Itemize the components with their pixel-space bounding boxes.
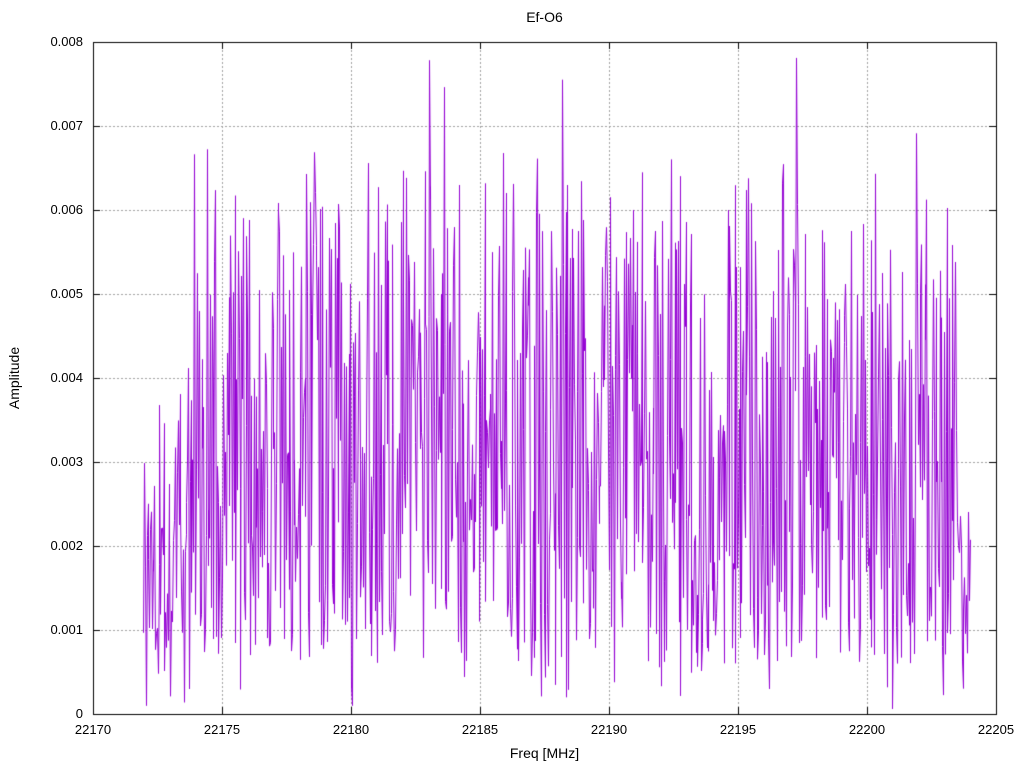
y-tick-label: 0.005	[50, 286, 83, 301]
x-axis-label: Freq [MHz]	[509, 745, 580, 761]
x-tick-label: 22185	[461, 722, 499, 737]
x-tick-label: 22190	[590, 722, 628, 737]
y-tick-label: 0.007	[50, 118, 83, 133]
y-tick-label: 0.006	[50, 202, 83, 217]
x-tick-label: 22175	[203, 722, 241, 737]
x-tick-label: 22200	[848, 722, 886, 737]
y-tick-label: 0.001	[50, 622, 83, 637]
y-tick-label: 0.003	[50, 454, 83, 469]
y-tick-label: 0	[75, 706, 83, 721]
y-tick-label: 0.008	[50, 34, 83, 49]
chart-title: Ef-O6	[526, 9, 563, 25]
x-tick-label: 22205	[977, 722, 1015, 737]
y-tick-label: 0.004	[50, 370, 83, 385]
x-tick-label: 22195	[719, 722, 757, 737]
x-tick-label: 22170	[74, 722, 112, 737]
x-tick-label: 22180	[332, 722, 370, 737]
y-tick-label: 0.002	[50, 538, 83, 553]
